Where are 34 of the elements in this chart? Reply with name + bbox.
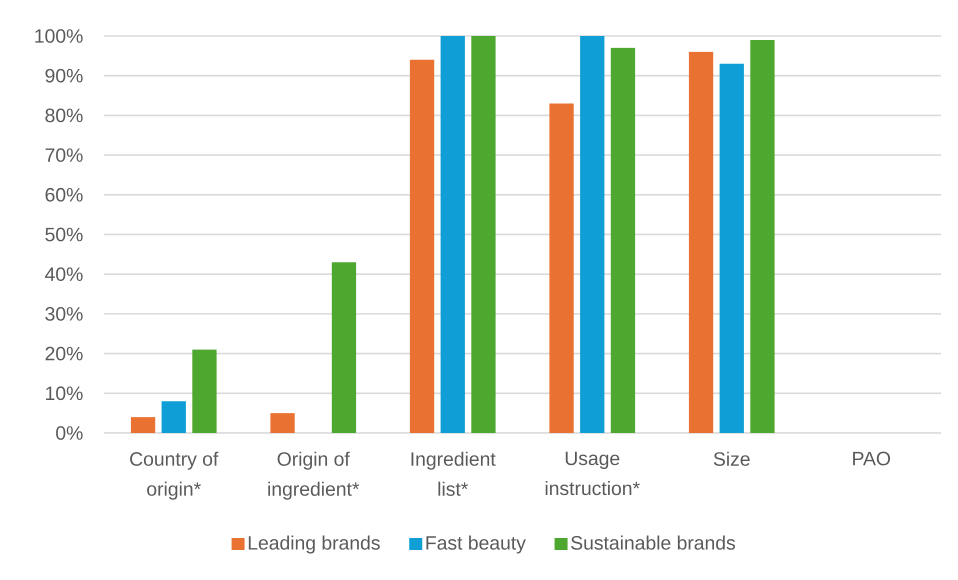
bar: [440, 36, 465, 433]
x-tick-label: Ingredient list*: [412, 452, 496, 496]
x-tick-label: Origin of ingredient*: [268, 452, 360, 500]
bar: [610, 48, 636, 433]
y-tick-label: 20%: [46, 346, 83, 360]
y-tick-label: 50%: [45, 228, 83, 242]
x-tick-label: PAO: [853, 452, 890, 466]
y-tick-label: 40%: [45, 267, 83, 282]
bar: [750, 40, 775, 433]
bar: [549, 103, 574, 433]
x-tick-label: Size: [714, 452, 750, 466]
y-tick-label: 0%: [56, 426, 83, 440]
y-tick-label: 80%: [45, 108, 83, 122]
bar: [270, 413, 295, 433]
bar: [580, 36, 604, 433]
y-tick-label: 10%: [46, 386, 83, 400]
bar: [192, 350, 217, 433]
y-tick-label: 60%: [46, 188, 83, 202]
bar: [471, 36, 496, 433]
y-tick-label: 100%: [35, 29, 83, 43]
y-tick-label: 70%: [46, 148, 83, 162]
y-tick-label: 90%: [45, 68, 83, 83]
bar: [720, 64, 744, 433]
y-tick-label: 30%: [45, 307, 83, 321]
bar: [332, 262, 356, 433]
legend-label: Fast beauty: [426, 536, 526, 554]
bar: [410, 60, 434, 433]
bar: [162, 401, 186, 433]
x-tick-label: Usage instruction*: [546, 452, 640, 496]
legend-label: Sustainable brands: [571, 536, 735, 550]
bar: [688, 52, 714, 433]
x-tick-label: Country of origin*: [130, 452, 218, 500]
legend-label: Leading brands: [248, 536, 380, 554]
bar: [130, 417, 156, 433]
